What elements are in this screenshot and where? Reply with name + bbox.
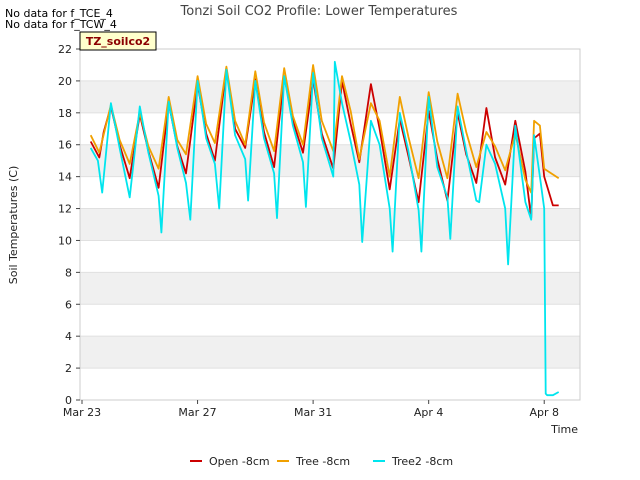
- grid-band: [80, 336, 580, 369]
- legend-label-1: Open -8cm: [209, 455, 270, 468]
- x-tick-label: Mar 23: [63, 406, 101, 419]
- y-tick-label: 6: [65, 298, 72, 311]
- y-tick-label: 14: [58, 171, 72, 184]
- x-axis-label: Time: [550, 423, 578, 436]
- grid-band: [80, 240, 580, 273]
- grid: [80, 48, 580, 401]
- y-tick-label: 4: [65, 330, 72, 343]
- y-tick-label: 22: [58, 43, 72, 56]
- grid-band: [80, 49, 580, 81]
- y-tick-label: 18: [58, 107, 72, 120]
- series-lines: [89, 60, 560, 397]
- x-tick-label: Apr 8: [529, 406, 559, 419]
- y-tick-label: 8: [65, 266, 72, 279]
- legend-label-2: Tree -8cm: [295, 455, 350, 468]
- grid-band: [80, 304, 580, 337]
- plot-frame: [79, 48, 581, 401]
- y-tick-label: 16: [58, 139, 72, 152]
- legend: Open -8cm Tree -8cm Tree2 -8cm: [190, 455, 453, 468]
- series-line-3: [89, 60, 560, 397]
- y-tick-label: 20: [58, 75, 72, 88]
- x-tick-label: Mar 31: [294, 406, 332, 419]
- x-tick-label: Mar 27: [178, 406, 216, 419]
- y-tick-label: 2: [65, 362, 72, 375]
- y-tick-label: 12: [58, 203, 72, 216]
- y-tick-label: 0: [65, 394, 72, 407]
- legend-label-3: Tree2 -8cm: [391, 455, 453, 468]
- y-axis-label: Soil Temperatures (C): [7, 166, 20, 285]
- grid-band: [80, 272, 580, 305]
- grid-band: [80, 80, 580, 113]
- annotation-tag: TZ_soilco2: [79, 31, 157, 51]
- grid-band: [80, 368, 580, 400]
- y-axis: 0 2 4 6 8 10 12 14 16 18 20 22: [58, 43, 80, 407]
- no-data-note-1: No data for f_TCE_4: [5, 7, 113, 20]
- plot-background: [80, 49, 580, 400]
- x-tick-label: Apr 4: [414, 406, 444, 419]
- annotation-text: TZ_soilco2: [86, 35, 150, 48]
- chart-title: Tonzi Soil CO2 Profile: Lower Temperatur…: [180, 4, 458, 19]
- x-axis: Mar 23 Mar 27 Mar 31 Apr 4 Apr 8: [63, 400, 559, 419]
- no-data-note-2: No data for f_TCW_4: [5, 18, 117, 31]
- y-tick-label: 10: [58, 234, 72, 247]
